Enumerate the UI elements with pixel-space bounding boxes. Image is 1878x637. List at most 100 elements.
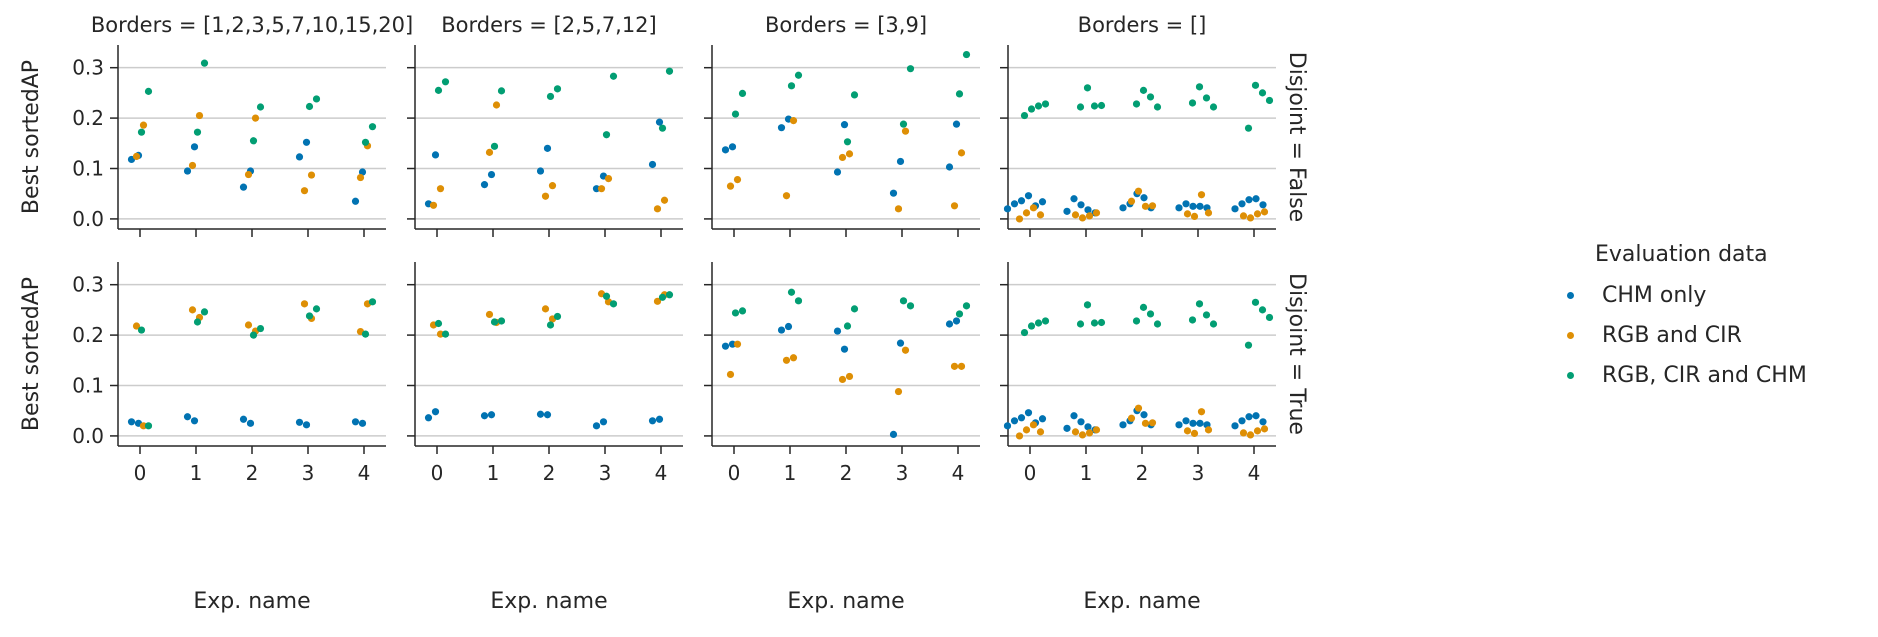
data-point bbox=[312, 305, 321, 313]
data-point bbox=[1251, 298, 1260, 306]
legend-entry-rgb-cir: RGB and CIR bbox=[1555, 315, 1807, 355]
x-tick-label: 4 bbox=[952, 461, 965, 485]
data-point bbox=[132, 152, 141, 161]
data-point bbox=[1258, 306, 1267, 314]
data-point bbox=[436, 330, 445, 338]
data-point bbox=[1140, 411, 1148, 419]
data-point bbox=[1260, 425, 1269, 433]
data-point bbox=[1182, 200, 1190, 208]
data-point bbox=[431, 408, 440, 416]
data-point bbox=[1238, 417, 1246, 425]
data-point bbox=[480, 412, 489, 420]
data-point bbox=[249, 137, 258, 145]
y-tick-label: 0.0 bbox=[72, 207, 104, 231]
data-point bbox=[1239, 429, 1248, 437]
legend-title: Evaluation data bbox=[1595, 242, 1768, 267]
data-point bbox=[1260, 208, 1269, 216]
data-point bbox=[1195, 83, 1204, 91]
data-point bbox=[1010, 200, 1019, 208]
data-point bbox=[1085, 429, 1094, 437]
data-point bbox=[1076, 320, 1085, 328]
data-point bbox=[592, 422, 601, 430]
data-point bbox=[1024, 192, 1033, 200]
data-point bbox=[1010, 417, 1019, 425]
data-point bbox=[845, 150, 854, 158]
data-point bbox=[1070, 195, 1078, 203]
x-tick-label: 1 bbox=[190, 461, 203, 485]
data-point bbox=[782, 356, 791, 364]
data-point bbox=[899, 297, 908, 305]
data-point bbox=[300, 300, 309, 308]
data-point bbox=[843, 138, 852, 146]
y-axis-label: Best sortedAP bbox=[19, 60, 44, 214]
data-point bbox=[1202, 311, 1211, 319]
x-tick-label: 0 bbox=[1024, 461, 1037, 485]
data-point bbox=[1036, 428, 1045, 436]
data-point bbox=[655, 118, 664, 126]
data-point bbox=[1153, 103, 1162, 111]
data-point bbox=[1077, 201, 1085, 209]
data-point bbox=[597, 185, 606, 193]
data-point bbox=[789, 117, 798, 125]
data-point bbox=[648, 160, 657, 169]
data-point bbox=[351, 418, 360, 426]
data-point bbox=[665, 67, 674, 75]
data-point bbox=[840, 345, 849, 353]
data-point bbox=[251, 114, 260, 122]
data-point bbox=[899, 120, 908, 128]
data-point bbox=[1231, 422, 1239, 430]
data-point bbox=[305, 312, 314, 320]
data-point bbox=[731, 110, 740, 118]
facet-row-title: Disjoint = False bbox=[1284, 52, 1309, 222]
data-point bbox=[1097, 318, 1106, 327]
data-point bbox=[1038, 198, 1047, 206]
data-point bbox=[536, 167, 545, 175]
data-point bbox=[307, 171, 316, 179]
data-point bbox=[295, 153, 304, 161]
facet-column-title: Borders = [] bbox=[1078, 13, 1207, 37]
data-point bbox=[1139, 86, 1148, 94]
data-point bbox=[1090, 102, 1099, 110]
data-point bbox=[945, 320, 954, 328]
data-point bbox=[1231, 205, 1239, 213]
x-axis-label: Exp. name bbox=[1083, 589, 1200, 614]
data-point bbox=[1148, 419, 1157, 427]
data-point bbox=[833, 327, 842, 335]
data-point bbox=[424, 414, 433, 422]
data-point bbox=[441, 78, 450, 86]
data-point bbox=[1092, 426, 1101, 434]
data-point bbox=[553, 85, 562, 93]
data-point bbox=[543, 411, 552, 419]
data-point bbox=[541, 305, 550, 313]
data-point bbox=[845, 372, 854, 381]
data-point bbox=[945, 163, 954, 171]
data-point bbox=[302, 138, 311, 146]
data-point bbox=[1188, 99, 1197, 107]
data-point bbox=[1246, 214, 1255, 222]
data-point bbox=[838, 375, 847, 384]
data-point bbox=[894, 387, 903, 396]
x-tick-label: 3 bbox=[302, 461, 315, 485]
data-point bbox=[1196, 419, 1204, 427]
data-point bbox=[1153, 320, 1162, 328]
data-point bbox=[361, 330, 370, 338]
data-point bbox=[1190, 212, 1199, 220]
data-point bbox=[1084, 206, 1092, 214]
data-point bbox=[1134, 404, 1143, 412]
data-point bbox=[655, 415, 664, 423]
data-point bbox=[1036, 211, 1045, 219]
data-point bbox=[487, 170, 496, 179]
data-point bbox=[244, 170, 253, 179]
data-point bbox=[1251, 81, 1260, 89]
data-point bbox=[782, 192, 791, 200]
data-point bbox=[1070, 412, 1078, 420]
data-point bbox=[490, 142, 499, 150]
data-point bbox=[1209, 103, 1218, 111]
data-point bbox=[546, 92, 555, 101]
data-point bbox=[665, 291, 674, 299]
data-point bbox=[1015, 432, 1024, 440]
x-tick-label: 1 bbox=[784, 461, 797, 485]
data-point bbox=[660, 196, 669, 204]
facet-column-title: Borders = [3,9] bbox=[765, 13, 927, 37]
data-point bbox=[1092, 209, 1101, 217]
